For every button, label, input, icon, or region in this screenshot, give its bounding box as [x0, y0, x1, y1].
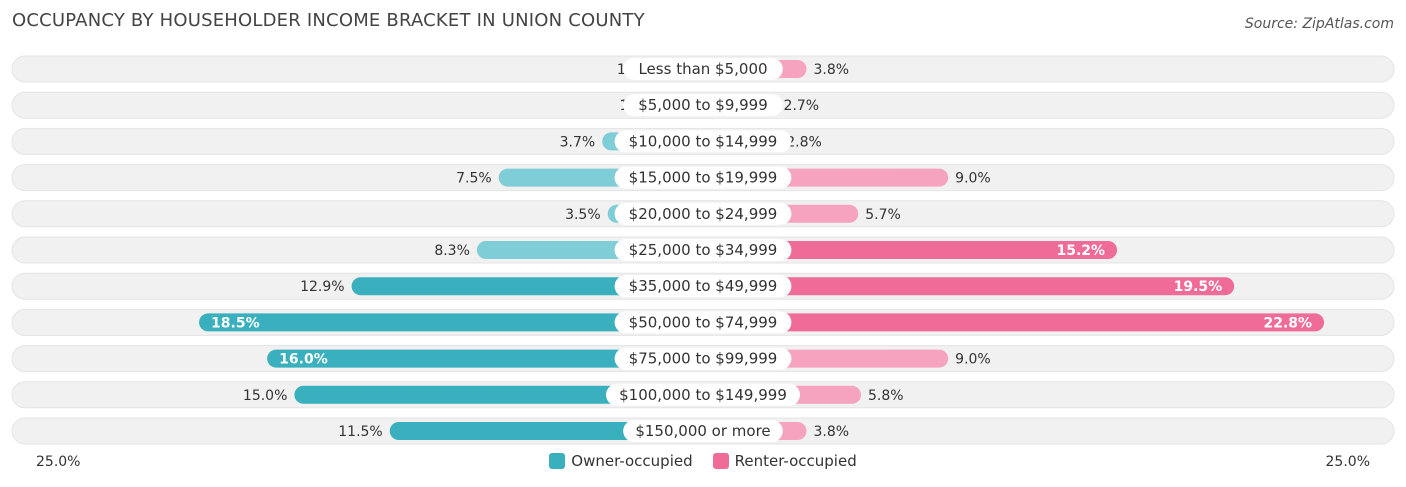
category-pill — [606, 383, 800, 406]
category-label: $15,000 to $19,999 — [629, 169, 778, 187]
renter-value-label: 5.8% — [868, 388, 904, 404]
category-label: $35,000 to $49,999 — [629, 277, 778, 295]
owner-value-label: 3.5% — [565, 207, 601, 223]
owner-value-label: 7.5% — [456, 171, 492, 187]
renter-value-label: 15.2% — [1056, 243, 1105, 259]
owner-value-label: 11.5% — [338, 424, 382, 440]
category-pill — [614, 130, 792, 153]
category-pill — [614, 166, 792, 189]
category-label: $75,000 to $99,999 — [629, 350, 778, 368]
category-pill — [614, 275, 792, 298]
category-pill — [614, 311, 792, 334]
owner-value-label: 16.0% — [279, 352, 328, 368]
chart-source: Source: ZipAtlas.com — [1244, 16, 1394, 32]
owner-value-label: 3.7% — [560, 134, 596, 150]
renter-value-label: 2.7% — [784, 98, 820, 114]
renter-bar — [703, 241, 1118, 259]
category-pill — [614, 239, 792, 261]
legend-label-owner: Owner-occupied — [571, 452, 693, 470]
category-label: $5,000 to $9,999 — [638, 96, 768, 114]
category-label: $150,000 or more — [635, 422, 770, 440]
renter-value-label: 3.8% — [814, 424, 850, 440]
category-pill — [614, 347, 792, 370]
category-label: $10,000 to $14,999 — [629, 132, 778, 150]
category-label: $100,000 to $149,999 — [619, 386, 787, 404]
legend-item-owner: Owner-occupied — [549, 452, 693, 470]
legend-swatch-renter — [712, 453, 729, 469]
owner-bar — [267, 349, 703, 368]
category-pill — [623, 420, 783, 442]
owner-bar — [199, 313, 703, 332]
owner-bar — [294, 385, 703, 404]
category-pill — [623, 94, 783, 117]
renter-value-label: 9.0% — [955, 171, 991, 187]
legend-label-renter: Renter-occupied — [734, 452, 857, 470]
axis-label-right: 25.0% — [1325, 454, 1370, 470]
renter-value-label: 5.7% — [865, 207, 901, 223]
legend: Owner-occupied Renter-occupied — [0, 452, 1406, 470]
axis-label-left: 25.0% — [36, 454, 81, 470]
category-label: $25,000 to $34,999 — [629, 241, 778, 259]
owner-value-label: 18.5% — [211, 315, 260, 331]
renter-bar — [703, 313, 1325, 332]
chart-plot: 1.6%3.8%Less than $5,0001.5%2.7%$5,000 t… — [11, 55, 1395, 445]
renter-value-label: 2.8% — [786, 134, 822, 150]
renter-value-label: 22.8% — [1263, 315, 1312, 331]
owner-value-label: 15.0% — [243, 388, 287, 404]
category-label: $50,000 to $74,999 — [629, 313, 778, 331]
renter-value-label: 3.8% — [814, 62, 850, 78]
category-pill — [623, 58, 783, 80]
chart-title: OCCUPANCY BY HOUSEHOLDER INCOME BRACKET … — [12, 10, 645, 31]
renter-bar — [703, 277, 1235, 296]
legend-swatch-owner — [549, 453, 566, 469]
category-label: $20,000 to $24,999 — [629, 205, 778, 223]
legend-item-renter: Renter-occupied — [712, 452, 857, 470]
renter-value-label: 9.0% — [955, 352, 991, 368]
owner-value-label: 12.9% — [300, 279, 344, 295]
category-label: Less than $5,000 — [638, 60, 767, 78]
renter-value-label: 19.5% — [1174, 279, 1223, 295]
owner-value-label: 8.3% — [434, 243, 470, 259]
owner-bar — [351, 277, 703, 296]
category-pill — [614, 202, 792, 225]
